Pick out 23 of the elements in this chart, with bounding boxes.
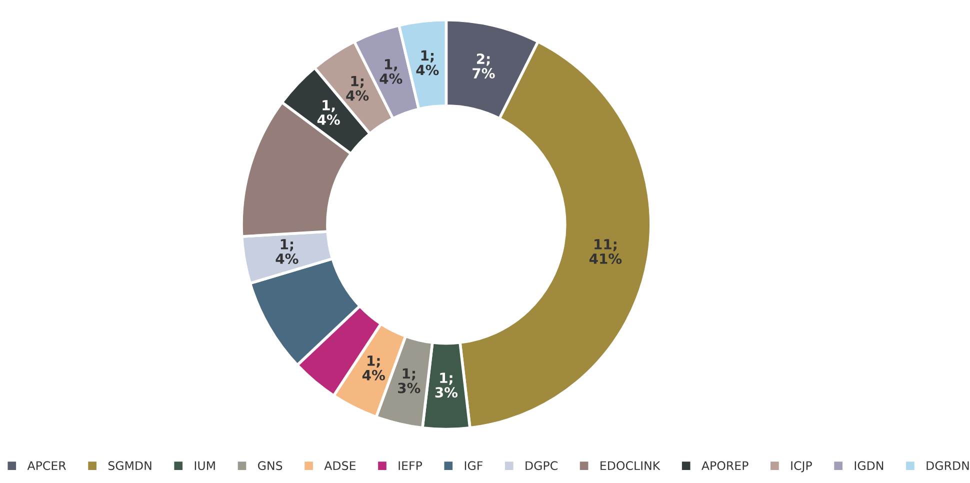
legend-label: IGF	[464, 461, 482, 470]
data-label: 2; 7%	[472, 54, 495, 79]
legend-label: IGDN	[854, 461, 884, 470]
data-label: 1; 4%	[346, 76, 369, 101]
legend-label: GNS	[258, 461, 282, 470]
legend-label: EDOCLINK	[600, 461, 660, 470]
legend-label: DGPC	[526, 461, 558, 470]
data-label: 1; 4%	[362, 356, 385, 380]
legend-label: ADSE	[324, 461, 356, 470]
legend-label: ICJP	[791, 461, 812, 472]
data-label: 1; 3%	[398, 368, 420, 394]
data-label: 1; 4%	[416, 50, 439, 76]
legend-label: IEFP	[398, 461, 422, 470]
data-label: 11; 41%	[589, 239, 622, 264]
data-label: 1; 4%	[276, 239, 298, 264]
legend-label: DGRDN	[926, 461, 969, 470]
legend-label: APOREP	[702, 461, 748, 470]
data-label: 1; 3%	[435, 372, 458, 398]
data-label: 1, 4%	[380, 59, 402, 84]
legend-label: APCER	[27, 461, 66, 470]
data-label: 1, 4%	[317, 100, 340, 125]
legend-label: IUM	[194, 461, 215, 470]
legend-label: SGMDN	[108, 461, 152, 470]
